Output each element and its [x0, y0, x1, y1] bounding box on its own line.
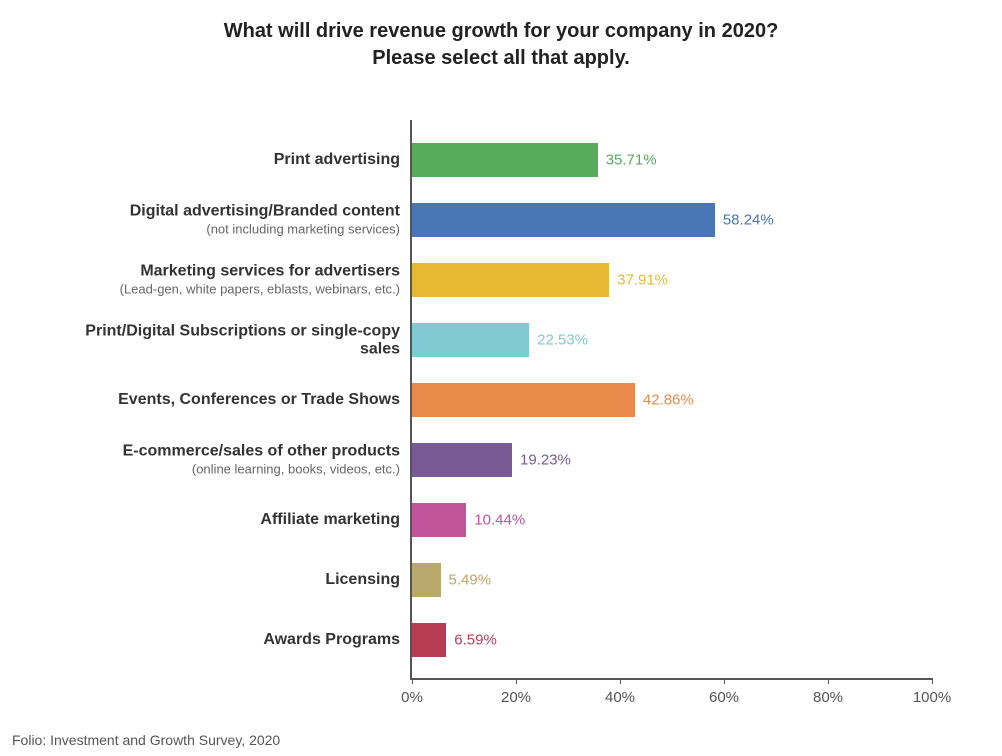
- bar: [412, 563, 441, 597]
- x-tick-mark: [932, 678, 933, 684]
- bar-value: 5.49%: [441, 572, 492, 589]
- bar-label: Licensing: [325, 571, 400, 589]
- bar-row: 19.23%: [412, 430, 932, 490]
- bar-value: 42.86%: [635, 392, 694, 409]
- bar-label: Events, Conferences or Trade Shows: [118, 391, 400, 409]
- x-tick-label: 60%: [709, 689, 739, 706]
- bar: [412, 263, 609, 297]
- bar-row: 10.44%: [412, 490, 932, 550]
- bar-label: Digital advertising/Branded content(not …: [130, 202, 400, 237]
- chart-title: What will drive revenue growth for your …: [0, 0, 1002, 72]
- x-tick-mark: [620, 678, 621, 684]
- x-tick-mark: [412, 678, 413, 684]
- label-row: E-commerce/sales of other products(onlin…: [50, 430, 410, 490]
- label-row: Events, Conferences or Trade Shows: [50, 370, 410, 430]
- bar-value: 37.91%: [609, 272, 668, 289]
- source-text: Folio: Investment and Growth Survey, 202…: [12, 732, 280, 748]
- bar-row: 37.91%: [412, 250, 932, 310]
- bar-label: Marketing services for advertisers(Lead-…: [120, 262, 400, 297]
- bar-label: Print advertising: [274, 151, 400, 169]
- x-tick-label: 0%: [401, 689, 423, 706]
- bar: [412, 383, 635, 417]
- bar-value: 10.44%: [466, 512, 525, 529]
- label-row: Print/Digital Subscriptions or single-co…: [50, 310, 410, 370]
- bar-row: 58.24%: [412, 190, 932, 250]
- bar-row: 42.86%: [412, 370, 932, 430]
- bar: [412, 443, 512, 477]
- bar-label: Awards Programs: [263, 631, 400, 649]
- bar-row: 35.71%: [412, 130, 932, 190]
- bar-label: E-commerce/sales of other products(onlin…: [123, 442, 400, 477]
- x-tick-mark: [724, 678, 725, 684]
- x-tick-label: 20%: [501, 689, 531, 706]
- label-column: Print advertising Digital advertising/Bra…: [50, 120, 410, 678]
- label-row: Affiliate marketing: [50, 490, 410, 550]
- label-row: Digital advertising/Branded content(not …: [50, 190, 410, 250]
- plot-area: 35.71% 58.24% 37.91% 22.53% 42.86% 19.23% 10.4…: [410, 120, 932, 680]
- label-row: Marketing services for advertisers(Lead-…: [50, 250, 410, 310]
- bar-value: 6.59%: [446, 632, 497, 649]
- bar-value: 22.53%: [529, 332, 588, 349]
- bar-value: 35.71%: [598, 152, 657, 169]
- title-line-2: Please select all that apply.: [0, 45, 1002, 72]
- bar: [412, 143, 598, 177]
- bar-row: 22.53%: [412, 310, 932, 370]
- x-tick-label: 80%: [813, 689, 843, 706]
- bar: [412, 203, 715, 237]
- bar-value: 58.24%: [715, 212, 774, 229]
- label-row: Licensing: [50, 550, 410, 610]
- x-tick-mark: [516, 678, 517, 684]
- bar-label: Print/Digital Subscriptions or single-co…: [50, 322, 400, 357]
- bar-row: 5.49%: [412, 550, 932, 610]
- bar-row: 6.59%: [412, 610, 932, 670]
- x-tick-label: 100%: [913, 689, 951, 706]
- bar-value: 19.23%: [512, 452, 571, 469]
- x-tick-mark: [828, 678, 829, 684]
- bar-chart: Print advertising Digital advertising/Bra…: [50, 120, 962, 701]
- x-tick-label: 40%: [605, 689, 635, 706]
- bar-label: Affiliate marketing: [260, 511, 400, 529]
- bar: [412, 503, 466, 537]
- title-line-1: What will drive revenue growth for your …: [0, 18, 1002, 45]
- bar: [412, 623, 446, 657]
- label-row: Print advertising: [50, 130, 410, 190]
- label-row: Awards Programs: [50, 610, 410, 670]
- bar: [412, 323, 529, 357]
